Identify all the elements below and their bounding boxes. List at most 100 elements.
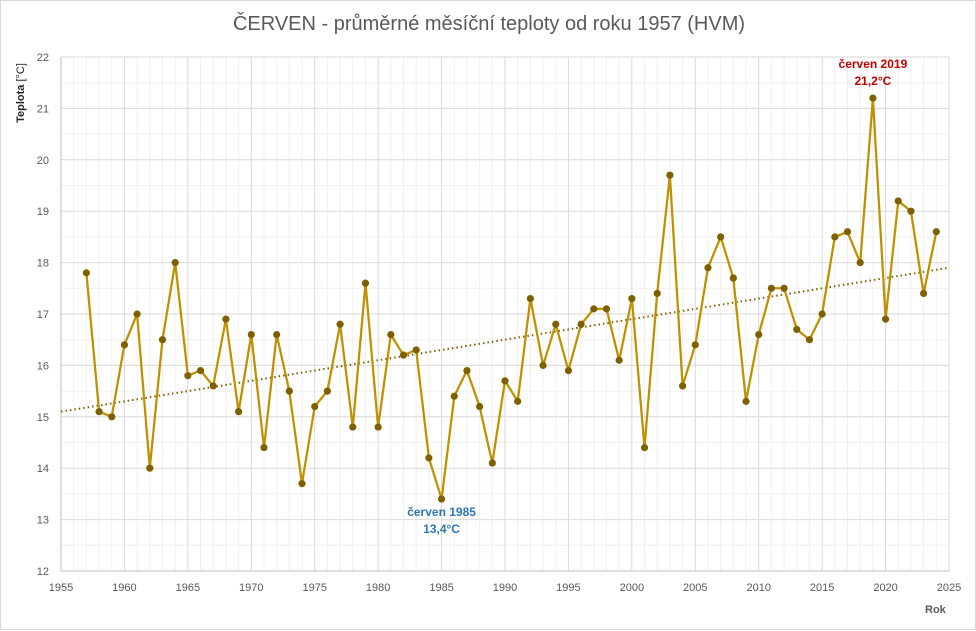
data-point xyxy=(514,397,522,405)
y-tick-label: 15 xyxy=(37,412,49,424)
data-point xyxy=(640,444,649,452)
x-tick-label: 1995 xyxy=(556,582,580,594)
x-tick-label: 1990 xyxy=(493,582,517,594)
data-point xyxy=(209,382,217,390)
data-point xyxy=(196,366,205,375)
data-point xyxy=(361,279,370,287)
data-point xyxy=(146,464,154,472)
data-point xyxy=(298,480,306,488)
data-point xyxy=(932,228,940,236)
data-point xyxy=(399,351,408,359)
data-point xyxy=(488,459,496,467)
data-point xyxy=(653,289,661,298)
data-point xyxy=(437,495,446,503)
data-point xyxy=(894,197,902,205)
x-tick-label: 2010 xyxy=(746,582,770,594)
x-tick-label: 2025 xyxy=(937,582,961,594)
x-tick-label: 2015 xyxy=(810,582,834,594)
data-point xyxy=(463,366,471,375)
data-point xyxy=(108,413,116,421)
data-point xyxy=(742,397,750,405)
data-point xyxy=(856,259,864,267)
data-point xyxy=(387,330,395,339)
data-point xyxy=(602,305,611,313)
data-point xyxy=(133,310,141,318)
data-point xyxy=(920,289,928,298)
data-point xyxy=(95,408,103,416)
data-point xyxy=(577,320,585,328)
data-point xyxy=(628,294,636,303)
data-point xyxy=(184,372,192,380)
data-point xyxy=(704,264,712,272)
data-point xyxy=(793,325,801,334)
data-point xyxy=(323,387,331,395)
trend-line xyxy=(60,266,950,413)
data-point xyxy=(247,330,255,339)
x-axis-label: Rok xyxy=(925,604,946,616)
data-point xyxy=(235,408,243,416)
data-point xyxy=(285,387,293,395)
x-tick-label: 1965 xyxy=(176,582,200,594)
data-point xyxy=(412,346,420,354)
y-tick-label: 20 xyxy=(37,155,49,167)
data-point xyxy=(552,320,560,328)
y-tick-label: 18 xyxy=(37,258,49,270)
x-tick-label: 2000 xyxy=(620,582,644,594)
data-point xyxy=(869,94,877,102)
data-point xyxy=(615,356,623,364)
data-point xyxy=(476,402,484,411)
data-point xyxy=(881,315,890,323)
annotation-min-value: 13,4°C xyxy=(423,522,460,536)
data-point xyxy=(805,336,814,344)
x-tick-label: 1985 xyxy=(429,582,453,594)
data-point xyxy=(590,305,598,313)
y-tick-label: 19 xyxy=(37,206,49,218)
data-point xyxy=(222,315,230,323)
data-point xyxy=(755,330,763,339)
data-point xyxy=(666,171,674,179)
data-point xyxy=(729,274,737,282)
x-tick-label: 2020 xyxy=(873,582,897,594)
data-point xyxy=(82,269,90,277)
y-tick-label: 22 xyxy=(37,52,49,64)
x-tick-label: 1955 xyxy=(49,582,73,594)
y-tick-label: 12 xyxy=(37,566,49,578)
data-point xyxy=(564,366,573,375)
data-point xyxy=(425,454,433,462)
annotation-min-label: červen 1985 xyxy=(407,505,476,519)
data-point xyxy=(171,259,179,267)
data-point xyxy=(767,284,776,292)
data-point xyxy=(907,207,915,215)
data-point xyxy=(336,320,344,328)
data-point xyxy=(501,377,509,385)
x-tick-label: 1970 xyxy=(239,582,263,594)
data-point xyxy=(260,444,268,452)
x-tick-label: 1960 xyxy=(112,582,136,594)
data-point xyxy=(374,423,382,431)
data-point xyxy=(691,341,699,349)
data-point xyxy=(120,341,129,349)
annotation-max-value: 21,2°C xyxy=(854,74,891,88)
series-line xyxy=(85,96,938,501)
data-point xyxy=(843,228,852,236)
data-point xyxy=(273,330,281,339)
x-tick-label: 1980 xyxy=(366,582,390,594)
y-tick-label: 13 xyxy=(37,515,49,527)
data-point xyxy=(311,402,319,411)
data-point xyxy=(349,423,357,431)
chart-title: ČERVEN - průměrné měsíční teploty od rok… xyxy=(232,13,746,35)
y-tick-label: 21 xyxy=(37,103,49,115)
data-point xyxy=(158,336,167,344)
data-point xyxy=(831,233,839,241)
data-point xyxy=(450,392,458,400)
data-point xyxy=(818,310,826,318)
data-point xyxy=(679,382,687,390)
y-tick-label: 17 xyxy=(37,309,49,321)
data-point xyxy=(717,233,725,241)
annotation-max-label: červen 2019 xyxy=(839,57,908,71)
data-point xyxy=(526,294,534,303)
y-tick-label: 16 xyxy=(37,360,49,372)
x-tick-label: 2005 xyxy=(683,582,707,594)
